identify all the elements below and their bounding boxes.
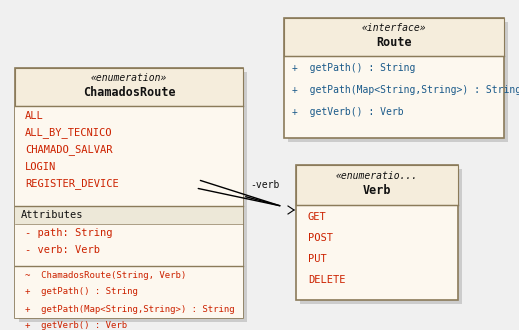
Text: +  getPath(Map<String,String>) : String: + getPath(Map<String,String>) : String: [25, 305, 235, 314]
Text: -verb: -verb: [250, 180, 280, 190]
Bar: [288, 22, 508, 142]
Bar: [284, 18, 504, 138]
Text: ALL_BY_TECNICO: ALL_BY_TECNICO: [25, 128, 113, 139]
Text: - verb: Verb: - verb: Verb: [25, 245, 100, 255]
Text: PUT: PUT: [308, 254, 327, 264]
Text: ALL: ALL: [25, 111, 44, 121]
Text: +  getVerb() : Verb: + getVerb() : Verb: [292, 107, 404, 117]
Text: «enumeratio...: «enumeratio...: [336, 171, 418, 181]
Bar: [15, 266, 243, 318]
Text: LOGIN: LOGIN: [25, 162, 56, 172]
Bar: [15, 224, 243, 266]
Bar: [15, 206, 243, 224]
Text: ChamadosRoute: ChamadosRoute: [83, 86, 175, 100]
Bar: [15, 68, 243, 106]
Text: ~  ChamadosRoute(String, Verb): ~ ChamadosRoute(String, Verb): [25, 271, 186, 280]
Text: +  getPath() : String: + getPath() : String: [25, 287, 138, 296]
Text: POST: POST: [308, 233, 333, 243]
Text: +  getPath(Map<String,String>) : String: + getPath(Map<String,String>) : String: [292, 85, 519, 95]
Bar: [15, 106, 243, 206]
Text: Verb: Verb: [363, 184, 391, 197]
Bar: [19, 72, 247, 322]
Bar: [15, 68, 243, 318]
Text: DELETE: DELETE: [308, 275, 346, 285]
Text: - path: String: - path: String: [25, 228, 113, 238]
Text: +  getVerb() : Verb: + getVerb() : Verb: [25, 321, 127, 330]
Bar: [296, 165, 458, 205]
Text: GET: GET: [308, 212, 327, 222]
Text: Attributes: Attributes: [21, 210, 84, 220]
Bar: [300, 169, 462, 304]
Text: +  getPath() : String: + getPath() : String: [292, 63, 415, 73]
Text: REGISTER_DEVICE: REGISTER_DEVICE: [25, 179, 119, 189]
Text: «enumeration»: «enumeration»: [91, 73, 167, 83]
Text: Route: Route: [376, 37, 412, 50]
Text: «interface»: «interface»: [362, 23, 426, 33]
Bar: [296, 165, 458, 300]
Text: CHAMADO_SALVAR: CHAMADO_SALVAR: [25, 145, 113, 155]
Bar: [284, 18, 504, 56]
